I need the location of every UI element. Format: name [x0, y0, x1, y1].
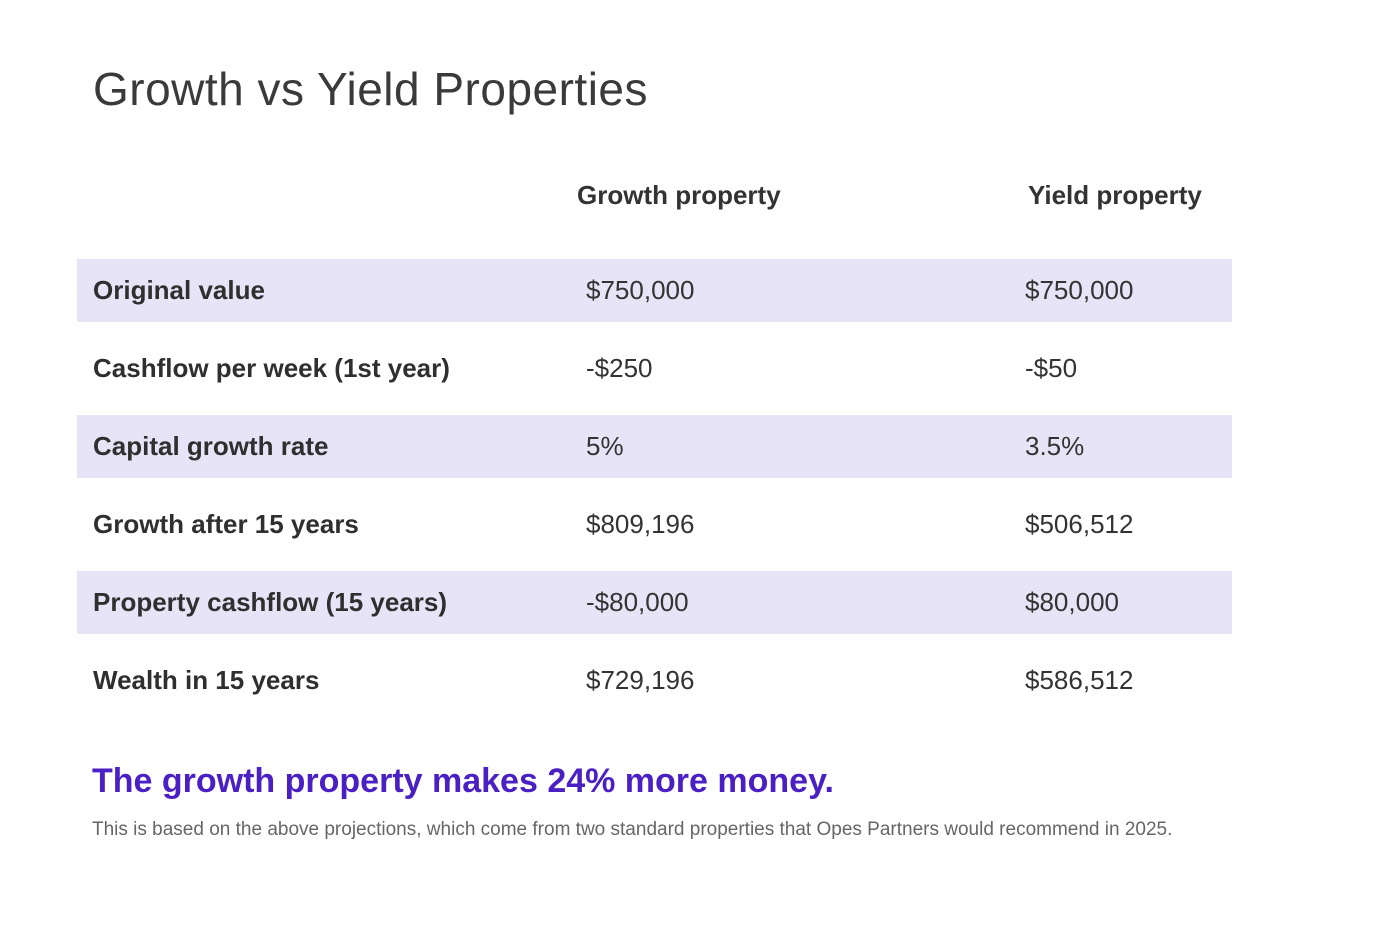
- table-row: Capital growth rate 5% 3.5%: [77, 415, 1232, 478]
- growth-value: $729,196: [586, 665, 695, 695]
- row-label: Wealth in 15 years: [93, 665, 320, 695]
- yield-value: 3.5%: [1025, 431, 1085, 461]
- column-header-growth: Growth property: [577, 180, 781, 210]
- growth-value: 5%: [586, 431, 624, 461]
- growth-value: -$80,000: [586, 587, 689, 617]
- footnote: This is based on the above projections, …: [92, 819, 1173, 840]
- row-label: Property cashflow (15 years): [93, 587, 448, 617]
- row-label: Cashflow per week (1st year): [93, 353, 450, 383]
- page-title: Growth vs Yield Properties: [93, 63, 649, 115]
- table-row: Original value $750,000 $750,000: [77, 259, 1232, 322]
- row-label: Capital growth rate: [93, 431, 329, 461]
- yield-value: $586,512: [1025, 665, 1134, 695]
- growth-value: $809,196: [586, 509, 695, 539]
- table-row: Property cashflow (15 years) -$80,000 $8…: [77, 571, 1232, 634]
- growth-value: $750,000: [586, 275, 695, 305]
- growth-value: -$250: [586, 353, 653, 383]
- yield-value: -$50: [1025, 353, 1078, 383]
- yield-value: $750,000: [1025, 275, 1134, 305]
- headline: The growth property makes 24% more money…: [92, 762, 834, 800]
- yield-value: $506,512: [1025, 509, 1134, 539]
- row-label: Growth after 15 years: [93, 509, 359, 539]
- yield-value: $80,000: [1025, 587, 1119, 617]
- table-row: Growth after 15 years $809,196 $506,512: [77, 493, 1232, 556]
- table-row: Cashflow per week (1st year) -$250 -$50: [77, 337, 1232, 400]
- row-label: Original value: [93, 275, 265, 305]
- column-header-yield: Yield property: [1028, 180, 1202, 210]
- table-row: Wealth in 15 years $729,196 $586,512: [77, 649, 1232, 712]
